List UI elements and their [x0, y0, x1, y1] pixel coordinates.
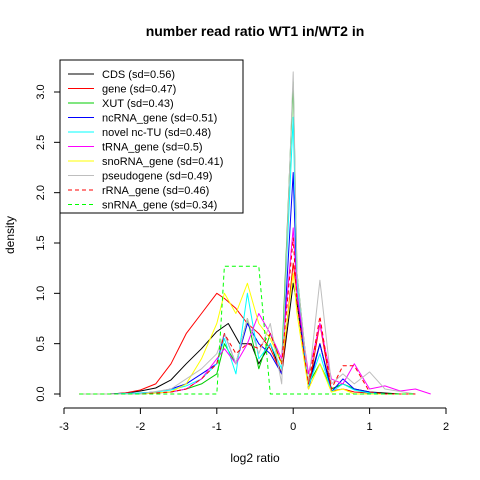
- legend: CDS (sd=0.56) gene (sd=0.47) XUT (sd=0.43)…: [59, 59, 244, 214]
- legend-items: CDS (sd=0.56) gene (sd=0.47) XUT (sd=0.43)…: [68, 69, 223, 212]
- x-tick-label: -3: [59, 421, 69, 433]
- x-ticks: -3 -2 -1 0 1 2: [59, 408, 449, 433]
- series-line-4: [79, 116, 416, 395]
- y-tick-label: 2.5: [35, 135, 47, 150]
- y-tick-label: 2.0: [35, 185, 47, 200]
- x-tick-label: 1: [367, 421, 373, 433]
- legend-label: gene (sd=0.47): [102, 84, 176, 96]
- legend-label: ncRNA_gene (sd=0.51): [102, 113, 217, 125]
- series-line-8: [79, 237, 416, 395]
- series-layer: [79, 71, 431, 395]
- legend-label: novel nc-TU (sd=0.48): [102, 127, 211, 139]
- y-tick-label: 1.0: [35, 286, 47, 301]
- y-ticks: 0.0 0.5 1.0 1.5 2.0 2.5 3.0: [35, 84, 60, 402]
- x-tick-label: 2: [443, 421, 449, 433]
- x-axis-label: log2 ratio: [230, 451, 280, 465]
- series-line-9: [79, 265, 416, 395]
- legend-label: rRNA_gene (sd=0.46): [102, 185, 209, 197]
- legend-label: snoRNA_gene (sd=0.41): [102, 156, 223, 168]
- legend-label: pseudogene (sd=0.49): [102, 171, 212, 183]
- y-tick-label: 0.0: [35, 386, 47, 401]
- series-line-6: [79, 272, 416, 395]
- y-axis-label: density: [3, 216, 17, 254]
- legend-box: [59, 59, 244, 214]
- legend-label: snRNA_gene (sd=0.34): [102, 200, 217, 212]
- y-tick-label: 3.0: [35, 84, 47, 99]
- legend-label: tRNA_gene (sd=0.5): [102, 142, 203, 154]
- y-tick-label: 1.5: [35, 235, 47, 250]
- x-tick-label: -1: [212, 421, 222, 433]
- chart-title: number read ratio WT1 in/WT2 in: [146, 23, 365, 39]
- series-line-1: [79, 262, 416, 395]
- series-line-7: [79, 71, 416, 395]
- x-tick-label: -2: [136, 421, 146, 433]
- x-axis: -3 -2 -1 0 1 2: [59, 407, 449, 433]
- x-tick-label: 0: [290, 421, 296, 433]
- y-tick-label: 0.5: [35, 336, 47, 351]
- legend-label: CDS (sd=0.56): [102, 69, 175, 81]
- legend-label: XUT (sd=0.43): [102, 98, 174, 110]
